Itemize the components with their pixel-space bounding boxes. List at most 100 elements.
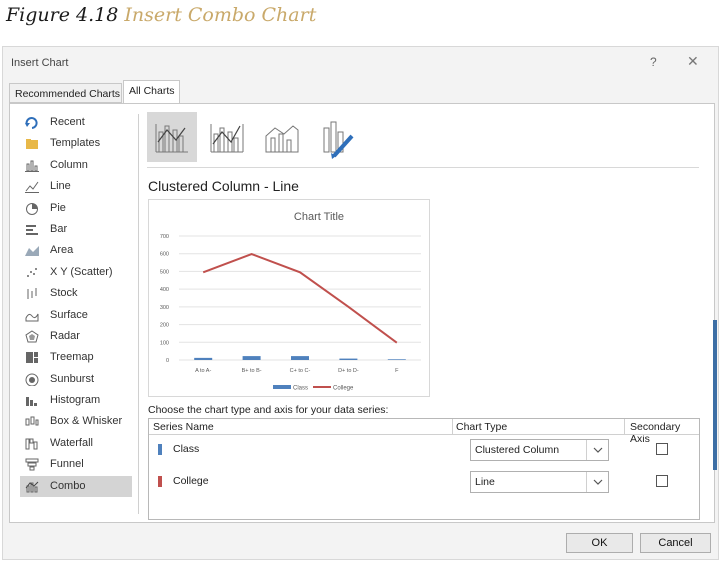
sidebar-item-label: Box & Whisker (50, 415, 123, 428)
series-color-swatch (158, 444, 162, 455)
dialog-title: Insert Chart (11, 57, 69, 69)
chart-category-list: Recent Templates Column Line Pie Bar Area X Y (… (20, 112, 132, 498)
sidebar-item-label: Pie (50, 201, 66, 214)
sidebar-item-waterfall[interactable]: Waterfall (20, 433, 132, 454)
chevron-down-icon[interactable] (586, 472, 608, 492)
bar-chart-icon (26, 224, 38, 235)
stacked-area-clustered-column-button[interactable] (257, 112, 307, 162)
bar (242, 356, 261, 360)
y-tick-label: 600 (160, 252, 169, 258)
y-tick-label: 700 (160, 234, 169, 240)
figure-caption-text: Insert Combo Chart (124, 4, 317, 26)
x-tick-label: A to A- (195, 368, 211, 374)
sidebar-item-sunburst[interactable]: Sunburst (20, 369, 132, 390)
series-row-class: Class Clustered Column (149, 439, 699, 463)
y-tick-label: 0 (166, 358, 169, 364)
chart-type-dropdown-college[interactable]: Line (470, 471, 609, 493)
sidebar-item-label: Surface (50, 308, 88, 321)
sidebar-item-line[interactable]: Line (20, 176, 132, 197)
cancel-button[interactable]: Cancel (640, 533, 711, 553)
sidebar-item-combo[interactable]: Combo (20, 475, 132, 498)
series-color-swatch (158, 476, 162, 487)
ok-button[interactable]: OK (566, 533, 633, 553)
series-line (202, 252, 398, 344)
recent-icon (25, 117, 38, 129)
sunburst-chart-icon (25, 373, 39, 386)
pie-chart-icon (26, 202, 38, 215)
custom-combination-icon (323, 121, 354, 159)
sidebar-item-label: Histogram (50, 394, 101, 407)
box-whisker-chart-icon (25, 416, 39, 426)
chart-type-dropdown-class[interactable]: Clustered Column (470, 439, 609, 461)
sidebar-item-area[interactable]: Area (20, 240, 132, 261)
sidebar-item-histogram[interactable]: Histogram (20, 390, 132, 411)
sidebar-item-surface[interactable]: Surface (20, 305, 132, 326)
sidebar-item-templates[interactable]: Templates (20, 133, 132, 154)
sidebar-item-pie[interactable]: Pie (20, 198, 132, 219)
secondary-axis-checkbox-college[interactable] (656, 475, 668, 487)
sidebar-item-radar[interactable]: Radar (20, 326, 132, 347)
sidebar-item-bar[interactable]: Bar (20, 219, 132, 240)
stacked-area-clustered-column-icon (265, 125, 299, 153)
custom-combination-button[interactable] (312, 112, 362, 162)
stock-chart-icon (27, 288, 37, 300)
header-divider (452, 419, 453, 435)
clustered-column-line-button[interactable] (147, 112, 197, 162)
sidebar-divider (138, 114, 139, 514)
column-chart-icon (25, 160, 39, 172)
sidebar-item-label: Sunburst (50, 372, 95, 385)
line-chart-icon (25, 181, 39, 194)
tab-all-charts[interactable]: All Charts (123, 80, 180, 104)
dialog-titlebar: Insert Chart ? ✕ (3, 47, 718, 77)
area-chart-icon (25, 246, 39, 257)
header-series-name: Series Name (153, 421, 214, 433)
dropdown-value: Clustered Column (475, 444, 560, 456)
bar (387, 359, 406, 360)
sidebar-item-label: Bar (50, 222, 68, 235)
y-tick-label: 300 (160, 305, 169, 311)
clustered-column-line-secondary-axis-button[interactable] (202, 112, 252, 162)
bar (291, 356, 309, 360)
series-name: College (173, 475, 209, 487)
close-button[interactable]: ✕ (687, 53, 699, 69)
series-table: Series Name Chart Type Secondary Axis Cl… (148, 418, 700, 520)
secondary-axis-checkbox-class[interactable] (656, 443, 668, 455)
sidebar-item-funnel[interactable]: Funnel (20, 454, 132, 475)
histogram-chart-icon (26, 397, 37, 407)
legend-label: College (333, 386, 354, 392)
sidebar-item-recent[interactable]: Recent (20, 112, 132, 133)
legend-label: Class (293, 386, 308, 392)
surface-chart-icon (25, 313, 39, 322)
chevron-down-icon[interactable] (586, 440, 608, 460)
scatter-chart-icon (27, 267, 37, 277)
chart-preview-svg: Chart Title 0 100 200 300 400 500 600 700 A to A-… (160, 211, 421, 392)
all-charts-panel: Recent Templates Column Line Pie Bar Area X Y (… (9, 103, 715, 523)
sidebar-item-label: Radar (50, 329, 80, 342)
tab-recommended-charts[interactable]: Recommended Charts (9, 83, 122, 103)
chart-title: Chart Title (294, 211, 344, 223)
sidebar-item-x-y-scatter[interactable]: X Y (Scatter) (20, 262, 132, 283)
sidebar-item-label: Funnel (50, 458, 84, 471)
header-secondary-axis: Secondary Axis (630, 421, 681, 445)
sidebar-item-treemap[interactable]: Treemap (20, 347, 132, 368)
type-selector-divider (147, 167, 699, 168)
clustered-column-line-secondary-axis-icon (210, 124, 244, 153)
x-tick-label: F (395, 368, 399, 374)
header-underline (149, 434, 699, 435)
series-name: Class (173, 443, 200, 455)
sidebar-item-stock[interactable]: Stock (20, 283, 132, 304)
y-tick-label: 500 (160, 269, 169, 275)
sidebar-item-label: Recent (50, 116, 85, 128)
insert-chart-dialog: Insert Chart ? ✕ Recommended Charts All … (2, 46, 719, 560)
sidebar-item-label: Combo (50, 479, 86, 492)
dropdown-value: Line (475, 476, 495, 488)
sidebar-item-box-whisker[interactable]: Box & Whisker (20, 411, 132, 432)
x-tick-label: C+ to C- (290, 368, 311, 374)
sidebar-item-label: Area (50, 244, 74, 257)
x-tick-label: B+ to B- (242, 368, 262, 374)
bar (339, 358, 358, 360)
help-button[interactable]: ? (650, 55, 657, 69)
treemap-chart-icon (26, 352, 38, 364)
sidebar-item-column[interactable]: Column (20, 155, 132, 176)
clustered-column-line-icon (155, 124, 188, 153)
